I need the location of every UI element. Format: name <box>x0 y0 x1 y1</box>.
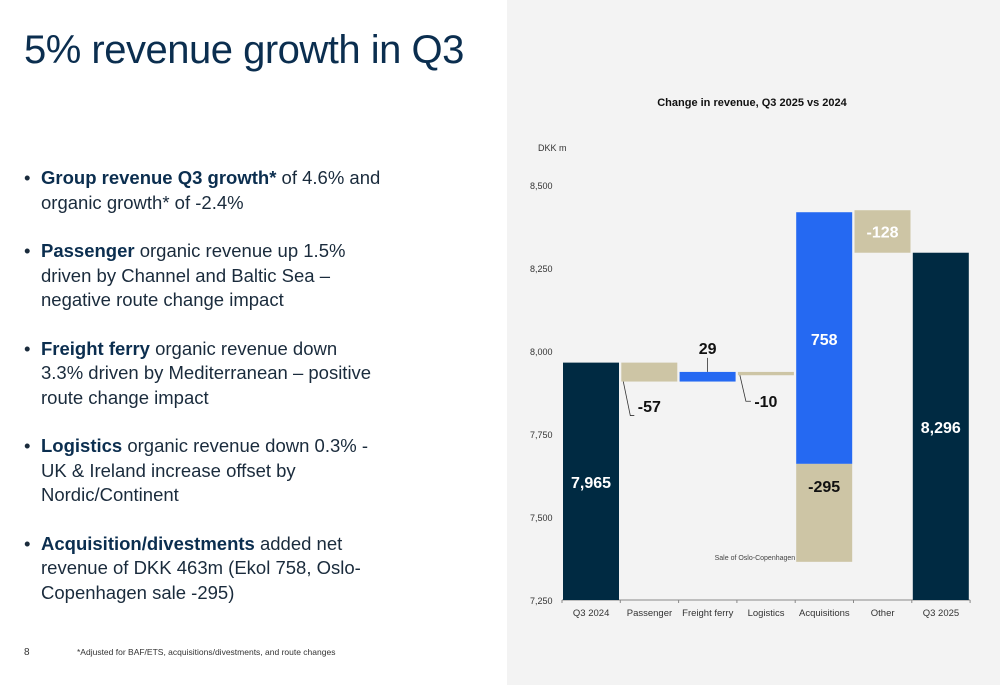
x-tick-label: Logistics <box>748 608 785 619</box>
x-tick-label: Passenger <box>627 608 672 619</box>
bullet-text: organic revenue down 3.3% driven by Medi… <box>41 337 372 408</box>
leader-line <box>739 375 751 402</box>
bullet-item: Logistics organic revenue down 0.3% - UK… <box>22 434 382 508</box>
bar-logistics <box>737 371 794 376</box>
y-tick-label: 8,250 <box>530 264 553 274</box>
bullet-bold: Group revenue Q3 growth* <box>41 167 277 188</box>
bar-passenger <box>621 362 678 382</box>
x-tick-label: Acquisitions <box>799 608 850 619</box>
bullet-bold: Logistics <box>41 435 123 456</box>
chart-title: Change in revenue, Q3 2025 vs 2024 <box>657 97 847 109</box>
data-label: -295 <box>808 479 840 496</box>
y-tick-label: 7,750 <box>530 430 553 440</box>
bullet-text: added net revenue of DKK 463m (Ekol 758,… <box>41 532 361 603</box>
bullet-item: Acquisition/divestments added net revenu… <box>22 532 382 606</box>
y-axis-label: DKK m <box>538 143 567 153</box>
bullet-text: organic revenue down 0.3% - UK & Ireland… <box>41 435 369 505</box>
leader-line <box>622 381 635 416</box>
bullet-text: of 4.6% and organic growth* of -2.4% <box>41 167 381 213</box>
y-tick-label: 7,500 <box>530 513 553 523</box>
footnote: *Adjusted for BAF/ETS, acquisitions/dive… <box>77 647 336 657</box>
bullet-item: Passenger organic revenue up 1.5% driven… <box>22 239 382 313</box>
x-tick-label: Q3 2025 <box>923 608 959 619</box>
annotation: Sale of Oslo-Copenhagen <box>715 555 796 562</box>
y-tick-label: 8,500 <box>530 181 553 191</box>
bar-acquisitions <box>796 212 853 464</box>
bullet-item: Freight ferry organic revenue down 3.3% … <box>22 337 382 411</box>
page-number: 8 <box>24 647 30 658</box>
data-label: 7,965 <box>571 475 611 492</box>
bullet-bold: Acquisition/divestments <box>41 532 255 554</box>
bar-q3-2025 <box>912 252 969 600</box>
x-tick-label: Freight ferry <box>682 608 733 619</box>
y-tick-label: 7,250 <box>530 596 553 606</box>
y-tick-label: 8,000 <box>530 347 553 357</box>
x-tick-label: Q3 2024 <box>573 608 609 619</box>
data-label: 758 <box>811 332 838 349</box>
bullet-bold: Freight ferry <box>41 337 150 359</box>
bar-q3-2024 <box>563 362 619 600</box>
data-label: -128 <box>866 224 898 241</box>
bullet-list: Group revenue Q3 growth* of 4.6% and org… <box>22 166 382 629</box>
bullet-item: Group revenue Q3 growth* of 4.6% and org… <box>22 166 382 215</box>
text-panel: 5% revenue growth in Q3 Group revenue Q3… <box>0 0 507 685</box>
data-label: -57 <box>638 399 661 416</box>
bar-other <box>854 210 911 253</box>
x-tick-label: Other <box>871 608 895 619</box>
data-label: 29 <box>699 341 717 358</box>
bar-freight-ferry <box>679 371 736 382</box>
bar-acquisitions <box>796 463 853 562</box>
data-label: -10 <box>754 394 777 411</box>
slide-title: 5% revenue growth in Q3 <box>24 28 464 72</box>
data-label: 8,296 <box>921 420 961 437</box>
bullet-bold: Passenger <box>41 240 135 261</box>
bullet-text: organic revenue up 1.5% driven by Channe… <box>41 240 346 310</box>
